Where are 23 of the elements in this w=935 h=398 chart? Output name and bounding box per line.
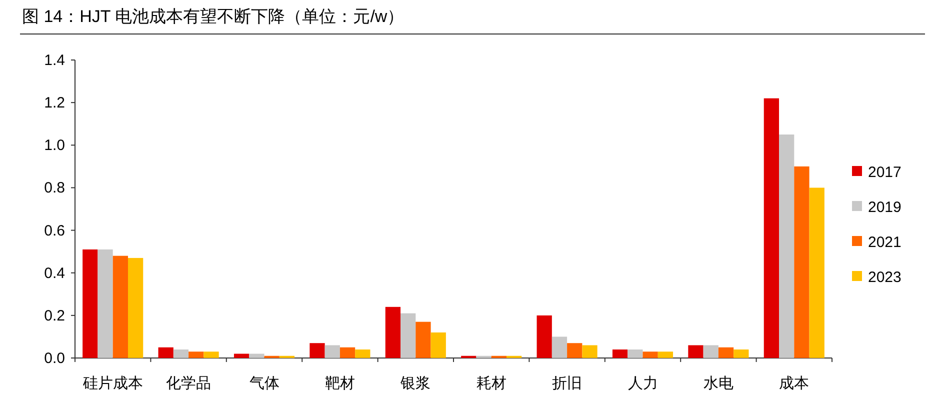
x-tick-label: 银浆	[400, 375, 431, 392]
x-tick-label: 化学品	[166, 375, 212, 392]
x-tick-label: 折旧	[552, 375, 582, 392]
legend-label: 2017	[868, 164, 902, 181]
legend-label: 2019	[868, 199, 902, 216]
x-tick-label: 人力	[628, 375, 658, 392]
y-tick-label: 0.0	[44, 350, 65, 367]
x-tick-label: 气体	[249, 375, 280, 392]
chart-title: 图 14：HJT 电池成本有望不断下降（单位：元/w）	[22, 7, 404, 26]
x-tick-label: 耗材	[476, 375, 506, 392]
legend-label: 2023	[868, 269, 902, 286]
legend-label: 2021	[868, 234, 902, 251]
y-tick-label: 1.2	[44, 94, 65, 112]
x-tick-label: 硅片成本	[82, 375, 143, 392]
y-tick-label: 0.6	[44, 222, 65, 240]
y-tick-label: 0.8	[44, 180, 65, 197]
x-tick-label: 成本	[779, 375, 810, 392]
y-tick-label: 1.4	[44, 52, 65, 69]
y-tick-label: 0.4	[44, 264, 65, 282]
y-tick-label: 1.0	[44, 137, 65, 154]
x-tick-label: 靶材	[324, 375, 355, 392]
y-tick-label: 0.2	[44, 307, 65, 324]
x-tick-label: 水电	[703, 375, 734, 392]
